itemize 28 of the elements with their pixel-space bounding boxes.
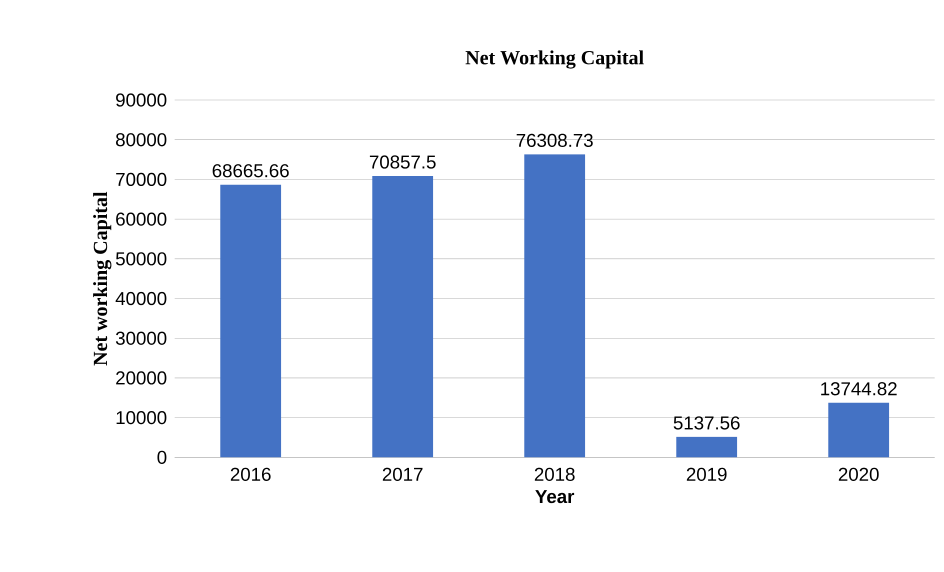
y-tick-label: 90000 bbox=[116, 93, 166, 107]
y-axis-title: Net working Capital bbox=[93, 192, 112, 366]
x-tick-label: 2020 bbox=[838, 468, 879, 481]
y-tick-label: 0 bbox=[157, 450, 166, 464]
x-axis-title: Year bbox=[535, 490, 574, 504]
y-tick-label: 80000 bbox=[116, 133, 166, 146]
x-tick-label: 2017 bbox=[382, 468, 422, 481]
y-tick-label: 70000 bbox=[116, 172, 166, 186]
x-tick-label: 2019 bbox=[686, 468, 727, 481]
data-label: 76308.73 bbox=[516, 134, 593, 147]
data-label: 5137.56 bbox=[674, 416, 740, 430]
y-tick-label: 30000 bbox=[116, 332, 166, 345]
bar bbox=[676, 436, 738, 458]
bar bbox=[372, 176, 434, 458]
y-tick-label: 10000 bbox=[116, 411, 166, 424]
y-tick-label: 60000 bbox=[116, 212, 166, 226]
x-tick-label: 2016 bbox=[230, 468, 271, 481]
data-label: 13744.82 bbox=[821, 382, 897, 396]
bar bbox=[524, 154, 586, 458]
data-label: 68665.66 bbox=[212, 164, 289, 178]
x-tick-label: 2018 bbox=[534, 468, 575, 481]
bar bbox=[220, 184, 282, 458]
y-tick-label: 50000 bbox=[116, 252, 166, 266]
y-tick-label: 40000 bbox=[116, 292, 166, 306]
bar bbox=[828, 402, 890, 458]
chart-title: Net Working Capital bbox=[466, 50, 644, 69]
data-label: 70857.5 bbox=[370, 155, 436, 169]
y-tick-label: 20000 bbox=[116, 371, 166, 385]
